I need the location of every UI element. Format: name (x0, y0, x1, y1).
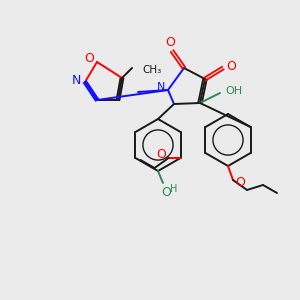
Text: H: H (170, 184, 178, 194)
Text: N: N (157, 82, 165, 92)
Text: O: O (84, 52, 94, 64)
Text: O: O (235, 176, 245, 190)
Text: O: O (157, 148, 166, 161)
Text: N: N (71, 74, 81, 86)
Text: O: O (226, 59, 236, 73)
Text: O: O (161, 185, 171, 199)
Text: CH₃: CH₃ (142, 65, 161, 75)
Text: O: O (165, 37, 175, 50)
Text: OH: OH (225, 86, 243, 96)
